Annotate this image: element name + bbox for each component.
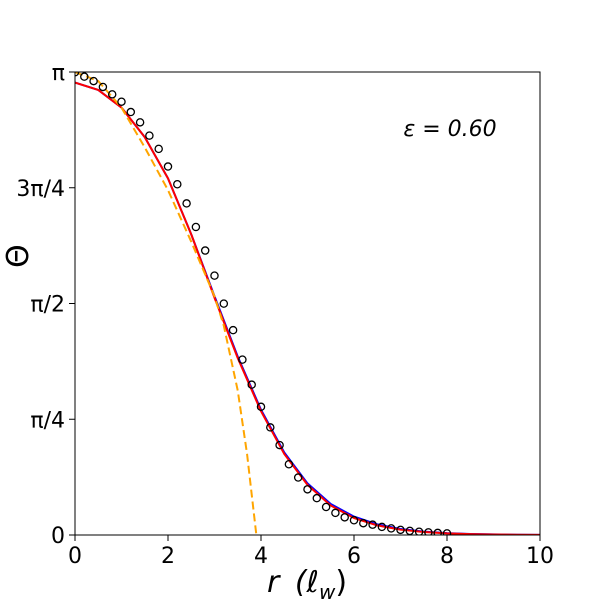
x-axis-label-close: ) (335, 565, 347, 600)
data-point (284, 460, 294, 469)
y-tick-label: π/4 (30, 408, 65, 433)
tick-layer: 0 2 4 6 8 10 0 π/4 π/2 3π/4 π (16, 61, 554, 569)
data-point (377, 522, 387, 532)
data-point (331, 508, 340, 518)
data-point (275, 440, 284, 450)
x-tick-label: 10 (526, 544, 554, 569)
data-point (154, 144, 163, 154)
data-point (135, 118, 145, 127)
y-axis-label: Θ (1, 244, 36, 268)
data-point (312, 493, 322, 503)
data-point (349, 516, 359, 525)
data-point (89, 76, 98, 86)
data-point (163, 162, 173, 171)
marker-series (75, 72, 452, 535)
data-point (303, 485, 312, 494)
y-tick-label: 3π/4 (16, 177, 65, 202)
data-point (210, 271, 219, 280)
data-point (405, 526, 415, 535)
x-tick-label: 2 (161, 544, 175, 569)
x-axis-label-symbol: r (267, 565, 281, 600)
data-point (238, 355, 247, 364)
data-point (98, 82, 108, 92)
data-point (321, 502, 331, 512)
data-point (126, 107, 136, 117)
data-point (396, 525, 405, 535)
data-point (442, 529, 452, 535)
series-layer (75, 72, 540, 535)
x-axis-label: r (ℓw) (267, 565, 347, 600)
data-point (340, 513, 349, 522)
data-point (107, 90, 117, 99)
data-point (256, 402, 266, 412)
x-tick-label: 6 (347, 544, 361, 569)
data-point (145, 131, 154, 140)
x-axis-label-subscript: w (319, 580, 336, 600)
data-point (293, 473, 303, 482)
data-point (182, 199, 191, 208)
data-point (433, 528, 442, 535)
data-point (80, 72, 89, 81)
data-point (386, 524, 396, 533)
x-tick-label: 4 (254, 544, 268, 569)
data-point (368, 520, 377, 529)
x-axis-label-unit: (ℓ (295, 565, 319, 600)
y-tick-label: π (52, 61, 65, 86)
y-tick-label: 0 (51, 524, 65, 549)
data-point (359, 518, 368, 528)
data-point (117, 97, 126, 106)
data-point (228, 325, 238, 335)
data-point (191, 222, 201, 232)
data-point (414, 527, 424, 535)
series-line (75, 81, 540, 535)
annotation-epsilon: ε = 0.60 (403, 117, 496, 142)
y-tick-label: π/2 (30, 293, 65, 318)
x-tick-label: 8 (440, 544, 454, 569)
plot-frame (74, 71, 541, 536)
data-point (173, 179, 182, 189)
data-point (219, 299, 229, 308)
dashed-series-line (75, 72, 258, 535)
data-point (424, 528, 433, 535)
data-point (266, 423, 275, 432)
data-point (200, 246, 210, 255)
x-tick-label: 0 (68, 544, 82, 569)
data-point (247, 380, 256, 389)
